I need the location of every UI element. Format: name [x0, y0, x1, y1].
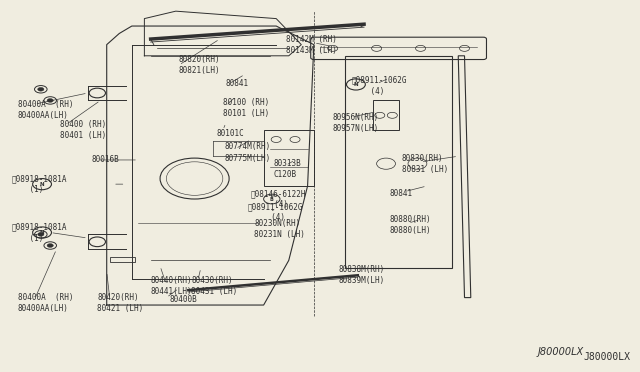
Text: 80420(RH)
80421 (LH): 80420(RH) 80421 (LH) — [97, 293, 143, 313]
Text: 80313B
C120B: 80313B C120B — [273, 159, 301, 179]
Text: 80956N(RH)
80957N(LH): 80956N(RH) 80957N(LH) — [333, 113, 379, 133]
Text: 80820(RH)
80821(LH): 80820(RH) 80821(LH) — [179, 55, 221, 75]
Text: 80430(RH)
80431 (LH): 80430(RH) 80431 (LH) — [191, 276, 237, 296]
Text: N: N — [354, 82, 358, 87]
Bar — [110, 257, 135, 262]
Circle shape — [38, 87, 44, 91]
Text: 80400A  (RH)
80400AA(LH): 80400A (RH) 80400AA(LH) — [17, 100, 73, 120]
Circle shape — [38, 232, 44, 236]
Text: ⓝ08911-1062G
    (4): ⓝ08911-1062G (4) — [351, 76, 407, 96]
Text: 80142M (RH)
80143M (LH): 80142M (RH) 80143M (LH) — [285, 35, 337, 55]
Text: J80000LX: J80000LX — [538, 347, 584, 357]
Text: 80841: 80841 — [389, 189, 412, 198]
Text: N: N — [40, 182, 44, 187]
Text: N: N — [40, 230, 44, 235]
Text: 80101C: 80101C — [216, 129, 244, 138]
Circle shape — [47, 244, 53, 247]
Text: 80774M(RH)
80775M(LH): 80774M(RH) 80775M(LH) — [225, 142, 271, 163]
Text: B: B — [270, 196, 274, 202]
Text: ⓝ08918-1081A
    (1): ⓝ08918-1081A (1) — [12, 222, 67, 243]
Text: 80230N(RH)
80231N (LH): 80230N(RH) 80231N (LH) — [254, 219, 305, 239]
Text: ⓝ08918-1081A
    (1): ⓝ08918-1081A (1) — [12, 174, 67, 194]
Text: 80440(RH)
80441(LH): 80440(RH) 80441(LH) — [150, 276, 192, 296]
Text: J80000LX: J80000LX — [584, 352, 631, 362]
Text: 80880(RH)
80880(LH): 80880(RH) 80880(LH) — [389, 215, 431, 235]
Circle shape — [47, 99, 53, 102]
Text: 80830(RH)
80831 (LH): 80830(RH) 80831 (LH) — [402, 154, 448, 174]
Text: 80838M(RH)
80839M(LH): 80838M(RH) 80839M(LH) — [339, 265, 385, 285]
Text: Ⓓ08911-1062G
     (4): Ⓓ08911-1062G (4) — [248, 202, 303, 222]
Text: 80100 (RH)
80101 (LH): 80100 (RH) 80101 (LH) — [223, 98, 269, 118]
Text: 80841: 80841 — [226, 79, 249, 88]
Text: 80400B: 80400B — [170, 295, 197, 304]
Text: 80400A  (RH)
80400AA(LH): 80400A (RH) 80400AA(LH) — [17, 293, 73, 313]
Text: 80400 (RH)
80401 (LH): 80400 (RH) 80401 (LH) — [60, 120, 106, 140]
Text: 80016B: 80016B — [91, 155, 119, 164]
Text: Ⓓ08146-6122H
     (4): Ⓓ08146-6122H (4) — [251, 189, 307, 209]
